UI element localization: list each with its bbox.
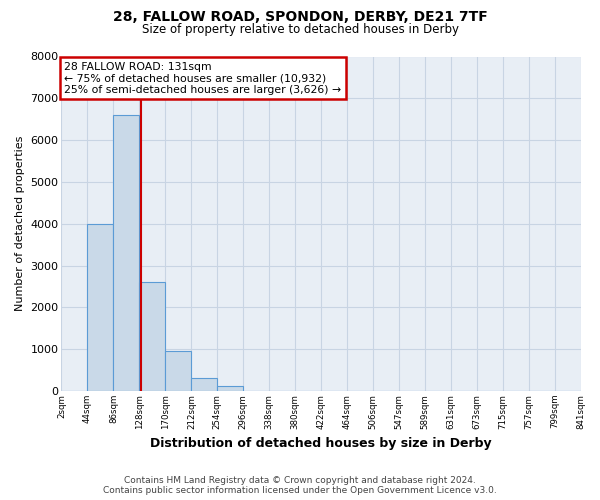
Text: 28 FALLOW ROAD: 131sqm
← 75% of detached houses are smaller (10,932)
25% of semi: 28 FALLOW ROAD: 131sqm ← 75% of detached… bbox=[64, 62, 341, 94]
Text: 28, FALLOW ROAD, SPONDON, DERBY, DE21 7TF: 28, FALLOW ROAD, SPONDON, DERBY, DE21 7T… bbox=[113, 10, 487, 24]
Bar bbox=[217, 386, 244, 391]
Bar bbox=[88, 224, 113, 391]
Bar bbox=[166, 352, 191, 391]
Bar bbox=[113, 115, 139, 391]
Bar bbox=[139, 282, 166, 391]
X-axis label: Distribution of detached houses by size in Derby: Distribution of detached houses by size … bbox=[150, 437, 492, 450]
Y-axis label: Number of detached properties: Number of detached properties bbox=[15, 136, 25, 312]
Text: Contains HM Land Registry data © Crown copyright and database right 2024.
Contai: Contains HM Land Registry data © Crown c… bbox=[103, 476, 497, 495]
Bar bbox=[191, 378, 217, 391]
Text: Size of property relative to detached houses in Derby: Size of property relative to detached ho… bbox=[142, 22, 458, 36]
